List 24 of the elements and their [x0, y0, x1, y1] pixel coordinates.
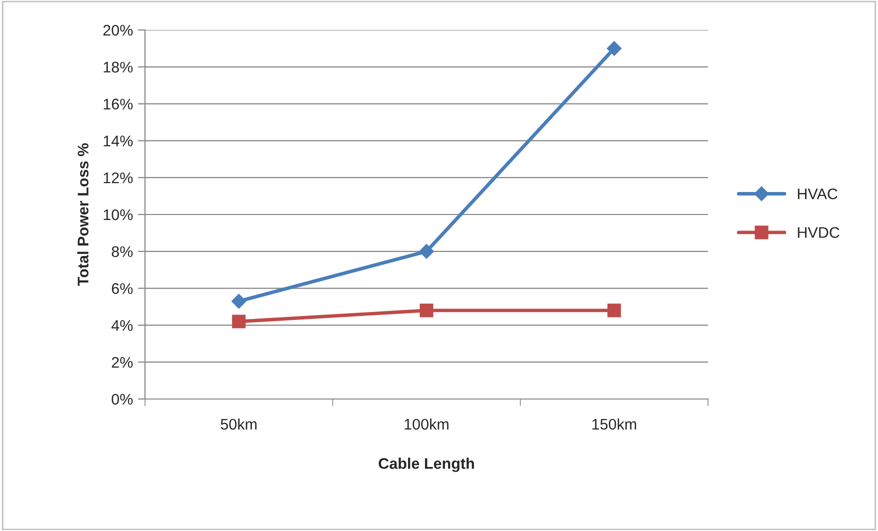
y-tick-label: 16% — [104, 98, 133, 110]
point — [232, 314, 246, 328]
x-tick-label: 50km — [220, 418, 257, 430]
y-tick-label: 18% — [104, 62, 133, 73]
point — [607, 304, 621, 318]
y-axis-title: Total Power Loss % — [77, 143, 88, 286]
y-tick-label: 10% — [104, 209, 133, 220]
x-tick-label: 100km — [404, 418, 448, 430]
y-tick-label: 0% — [112, 394, 133, 405]
y-tick-label: 14% — [104, 136, 133, 146]
y-tick-label: 2% — [112, 356, 133, 368]
point — [606, 41, 622, 56]
y-tick-label: 6% — [112, 283, 133, 294]
y-tick-label: 4% — [111, 320, 133, 331]
point — [420, 304, 434, 318]
x-tick-label: 150km — [592, 418, 636, 430]
legend-label: HVAC — [798, 188, 838, 200]
x-axis-title: Cable Length — [378, 458, 474, 472]
y-tick-label: 20% — [103, 24, 133, 36]
point — [231, 294, 246, 309]
y-tick-label: 8% — [112, 246, 133, 258]
y-tick-label: 12% — [104, 172, 133, 184]
point — [419, 244, 434, 259]
legend-label: HVDC — [798, 227, 840, 238]
